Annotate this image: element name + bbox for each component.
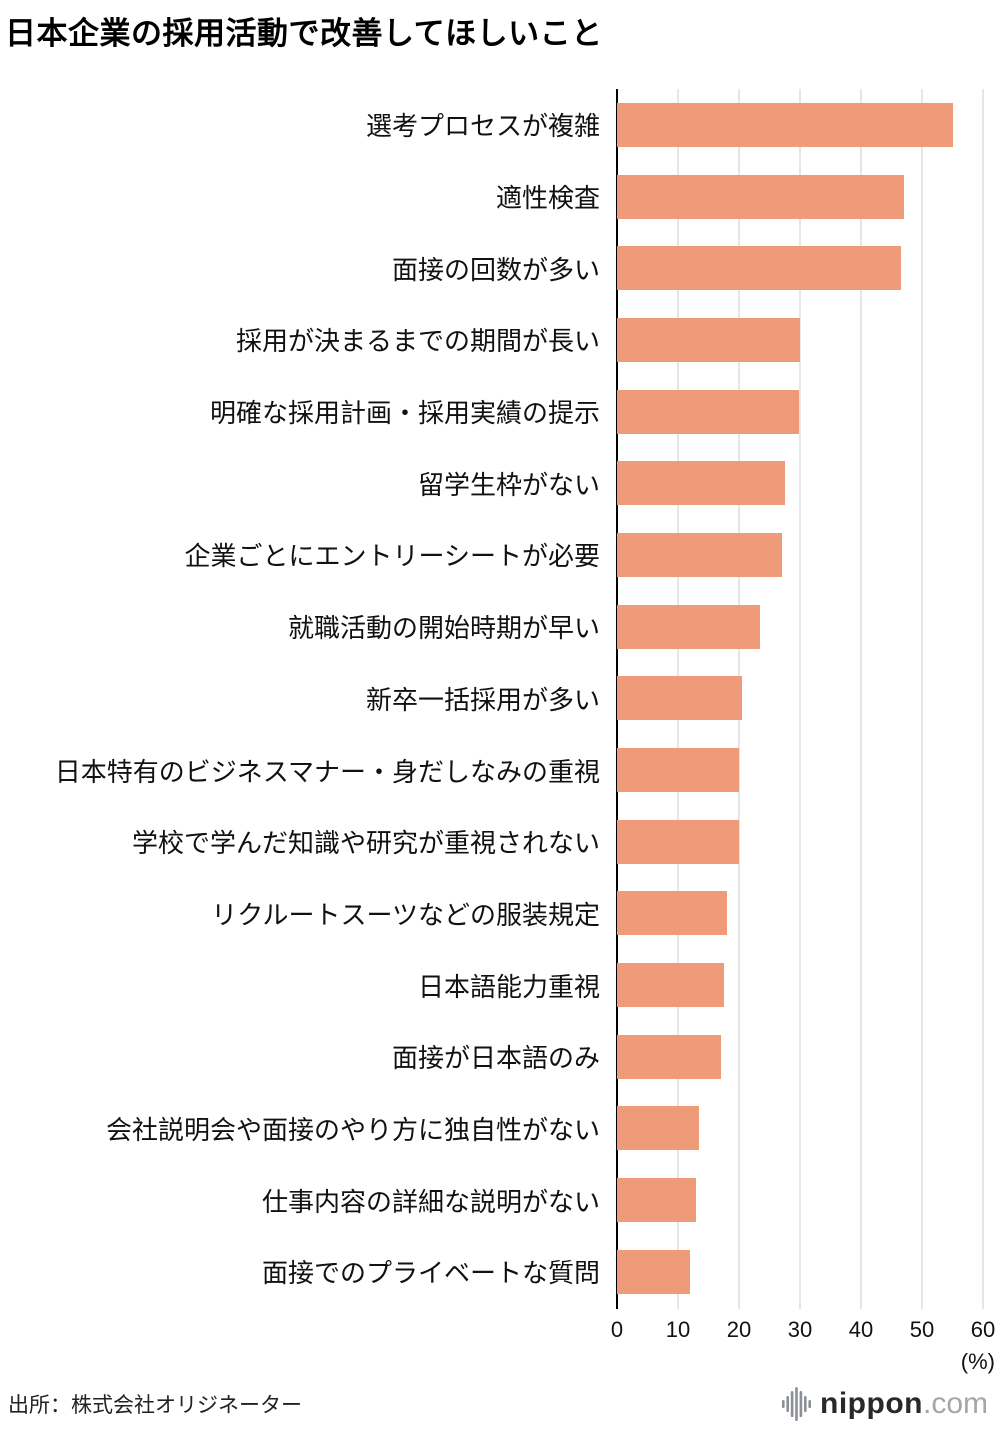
bar-track [617,748,983,793]
chart-row: 就職活動の開始時期が早い [0,591,983,663]
x-tick-label: 20 [726,1317,752,1342]
category-label: 適性検査 [495,183,600,214]
bar [617,604,761,649]
category-label: 会社説明会や面接のやり方に独自性がない [105,1114,600,1145]
bar [617,1178,697,1223]
logo-name: nippon [820,1387,923,1420]
chart-row: 選考プロセスが複雑 [0,89,983,161]
x-tick-label: 40 [848,1317,874,1342]
gridline [982,89,984,1309]
chart-row: 仕事内容の詳細な説明がない [0,1164,983,1236]
bar-track [617,819,983,864]
category-label: 日本特有のビジネスマナー・身だしなみの重視 [54,756,600,787]
category-label: リクルートスーツなどの服装規定 [211,899,600,930]
bar-track [617,604,983,649]
bar [617,1106,700,1151]
chart-row: 適性検査 [0,161,983,233]
bar-track [617,1178,983,1223]
logo-tld: .com [922,1387,988,1420]
category-label: 面接の回数が多い [391,254,600,285]
category-label: 日本語能力重視 [417,971,600,1002]
bar [617,102,953,147]
category-label: 企業ごとにエントリーシートが必要 [184,541,600,572]
bar [617,748,739,793]
soundwave-bars-icon [782,1386,812,1422]
bar-rows: 選考プロセスが複雑適性検査面接の回数が多い採用が決まるまでの期間が長い明確な採用… [0,89,983,1308]
bar-track [617,1249,983,1294]
bar-track [617,102,983,147]
chart-row: 企業ごとにエントリーシートが必要 [0,519,983,591]
bar [617,389,799,434]
bar-track [617,676,983,721]
x-axis-unit-label: (%) [960,1349,995,1374]
chart-row: リクルートスーツなどの服装規定 [0,878,983,950]
bar [617,532,782,577]
gridline [860,89,862,1309]
source-text: 出所：株式会社オリジネーター [8,1394,302,1417]
chart-row: 会社説明会や面接のやり方に独自性がない [0,1093,983,1165]
bar [617,1034,721,1079]
bar-track [617,891,983,936]
category-label: 仕事内容の詳細な説明がない [261,1186,600,1217]
gridline [921,89,923,1309]
category-label: 新卒一括採用が多い [365,684,600,715]
bar [617,963,724,1008]
bar-track [617,389,983,434]
chart-row: 日本語能力重視 [0,949,983,1021]
bar [617,317,800,362]
category-label: 留学生枠がない [417,469,600,500]
x-tick-label: 10 [665,1317,691,1342]
bar-track [617,1034,983,1079]
category-label: 面接でのプライベートな質問 [261,1258,600,1289]
category-label: 学校で学んだ知識や研究が重視されない [131,828,600,859]
chart-title: 日本企業の採用活動で改善してほしいこと [5,16,603,51]
footer: 出所：株式会社オリジネーター nippon.com [8,1386,988,1422]
bar [617,1249,691,1294]
gridline [799,89,801,1309]
bar-track [617,246,983,291]
chart-row: 留学生枠がない [0,447,983,519]
category-label: 就職活動の開始時期が早い [287,613,600,644]
x-tick-label: 30 [787,1317,813,1342]
bar-track [617,1106,983,1151]
chart-row: 採用が決まるまでの期間が長い [0,304,983,376]
chart-row: 新卒一括採用が多い [0,663,983,735]
bar-track [617,963,983,1008]
category-label: 面接が日本語のみ [391,1043,600,1074]
category-label: 明確な採用計画・採用実績の提示 [209,398,600,429]
chart-row: 面接の回数が多い [0,232,983,304]
bar-track [617,461,983,506]
logo-text: nippon.com [820,1387,988,1421]
nippon-logo: nippon.com [782,1386,988,1422]
bar [617,676,743,721]
bar [617,174,904,219]
x-tick-label: 60 [970,1317,996,1342]
chart-row: 面接でのプライベートな質問 [0,1236,983,1308]
bar-chart: 選考プロセスが複雑適性検査面接の回数が多い採用が決まるまでの期間が長い明確な採用… [0,89,995,1389]
x-axis-ticks: 0 10 20 30 40 50 60 [611,1317,995,1345]
bar [617,461,785,506]
bar [617,819,739,864]
chart-row: 日本特有のビジネスマナー・身だしなみの重視 [0,734,983,806]
x-tick-label: 0 [610,1317,624,1342]
bar-track [617,317,983,362]
chart-row: 学校で学んだ知識や研究が重視されない [0,806,983,878]
bar [617,246,901,291]
bar-track [617,174,983,219]
x-tick-label: 50 [909,1317,935,1342]
category-label: 採用が決まるまでの期間が長い [235,326,600,357]
chart-row: 明確な採用計画・採用実績の提示 [0,376,983,448]
chart-row: 面接が日本語のみ [0,1021,983,1093]
category-label: 選考プロセスが複雑 [365,111,600,142]
bar [617,891,727,936]
bar-track [617,532,983,577]
